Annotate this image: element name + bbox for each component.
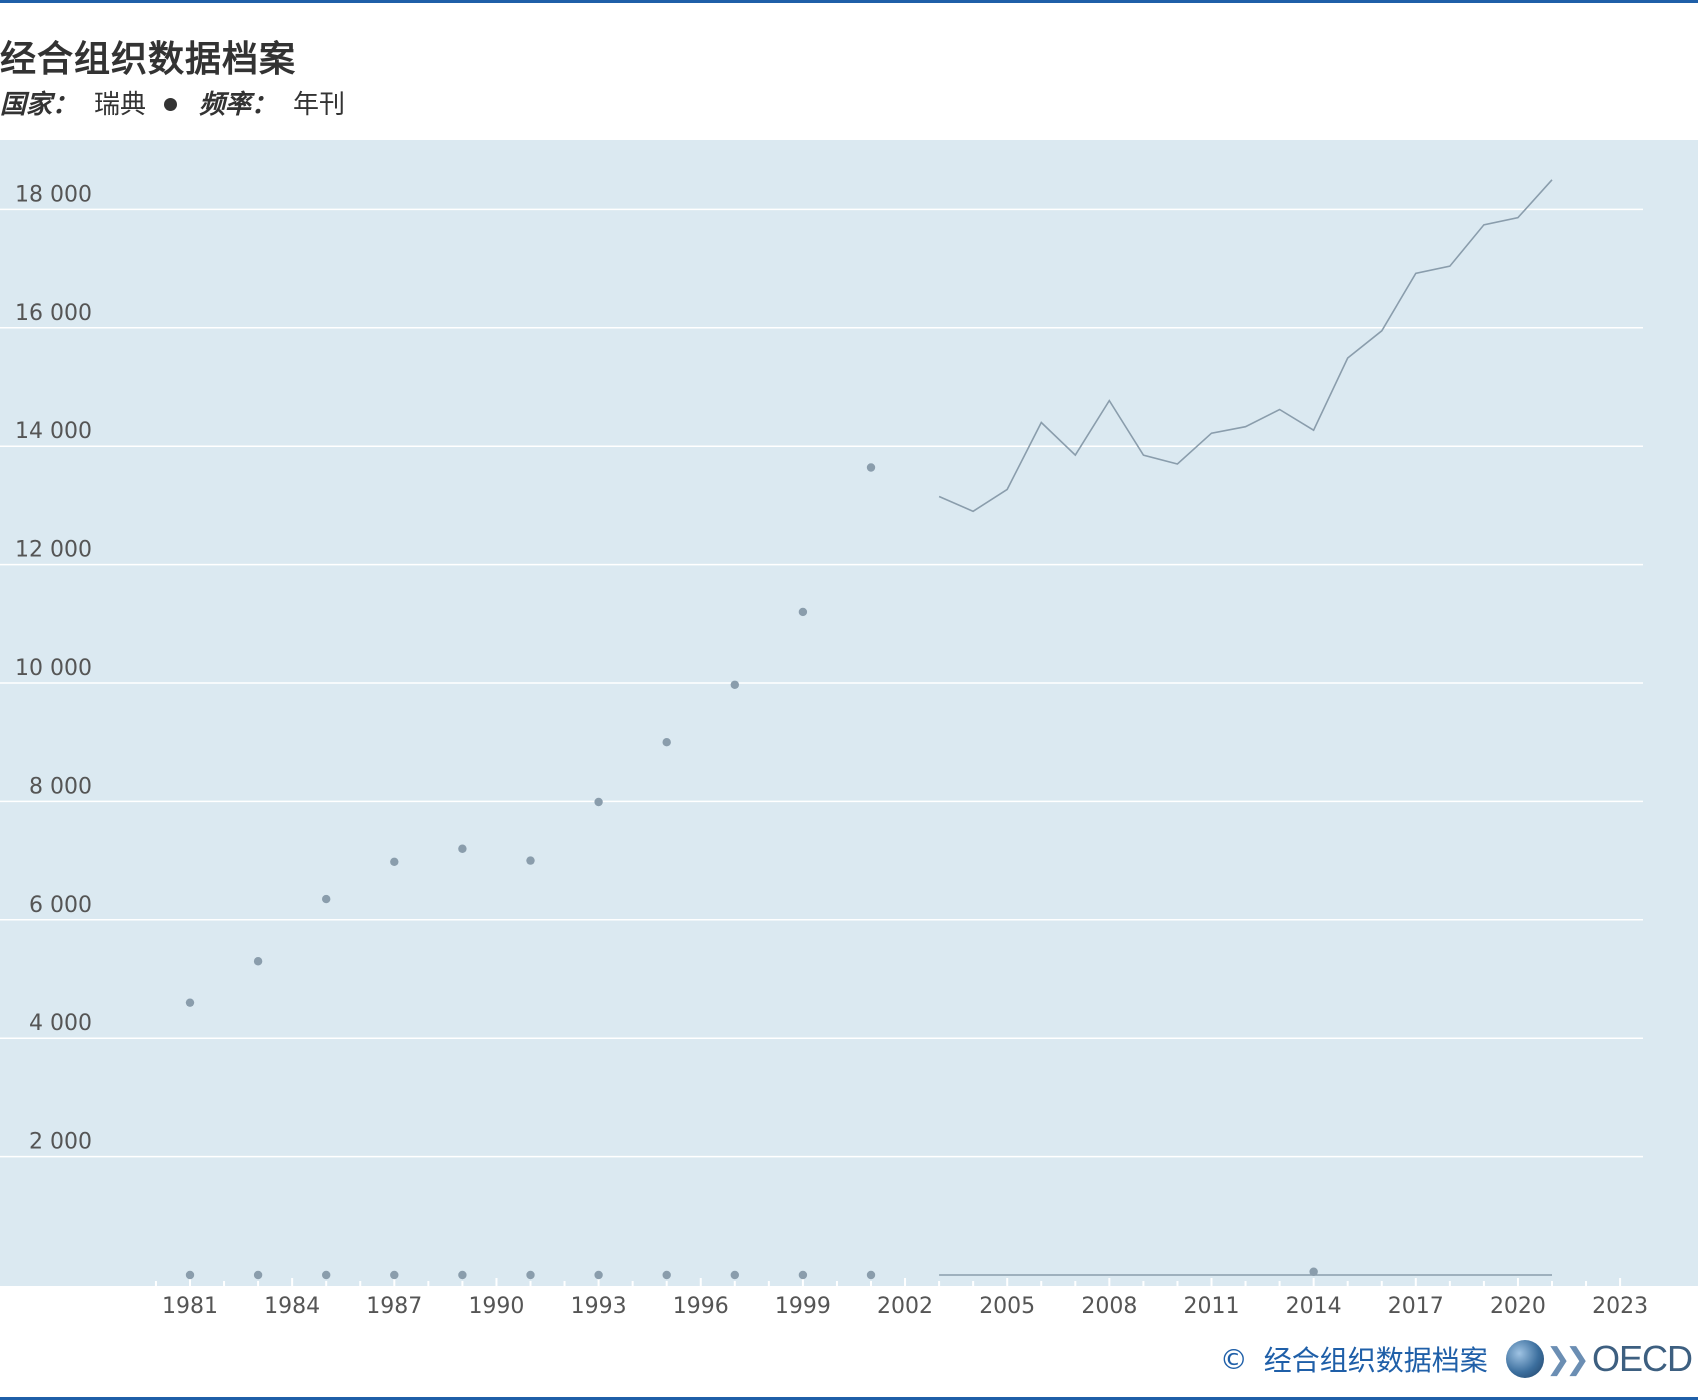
page-title: 经合组织数据档案 bbox=[0, 38, 297, 80]
y-tick-label: 16 000 bbox=[15, 301, 92, 326]
x-tick-label: 1996 bbox=[673, 1294, 729, 1319]
data-point bbox=[662, 1270, 671, 1280]
data-point bbox=[662, 738, 671, 747]
footer: © 经合组织数据档案 ❯❯ OECD bbox=[1219, 1336, 1693, 1382]
data-point bbox=[730, 680, 739, 689]
y-tick-label: 2 000 bbox=[29, 1130, 92, 1155]
series-line bbox=[938, 179, 1553, 513]
data-point bbox=[390, 857, 399, 866]
x-tick-label: 2002 bbox=[877, 1294, 933, 1319]
data-point bbox=[798, 1270, 808, 1280]
x-tick-label: 1987 bbox=[366, 1294, 422, 1319]
data-point bbox=[730, 1270, 739, 1280]
data-point bbox=[594, 797, 603, 807]
oecd-logo: OECD bbox=[1591, 1338, 1693, 1379]
plot-background bbox=[0, 140, 1698, 1287]
data-point bbox=[798, 607, 808, 617]
frequency-label: 频率： bbox=[199, 90, 278, 120]
data-point bbox=[458, 1270, 467, 1280]
x-tick-label: 1984 bbox=[264, 1294, 320, 1319]
country-value: 瑞典 bbox=[94, 90, 147, 120]
y-tick-label: 12 000 bbox=[15, 538, 92, 563]
oecd-chevrons-icon: ❯❯ bbox=[1545, 1341, 1590, 1377]
y-tick-label: 10 000 bbox=[15, 656, 92, 681]
top-rule bbox=[0, 0, 1698, 3]
y-tick-label: 8 000 bbox=[29, 774, 92, 799]
country-label: 国家： bbox=[0, 90, 79, 120]
chart-meta: 国家： 瑞典 频率： 年刊 bbox=[0, 84, 345, 121]
x-tick-label: 1993 bbox=[571, 1294, 627, 1319]
y-tick-label: 18 000 bbox=[15, 182, 92, 207]
source-link[interactable]: 经合组织数据档案 bbox=[1263, 1344, 1488, 1377]
data-point bbox=[253, 957, 263, 966]
x-tick-label: 2008 bbox=[1081, 1294, 1137, 1319]
frequency-value: 年刊 bbox=[293, 90, 346, 120]
x-tick-label: 1999 bbox=[775, 1294, 831, 1319]
x-tick-label: 2011 bbox=[1184, 1294, 1240, 1319]
copyright-icon: © bbox=[1219, 1342, 1248, 1376]
data-point bbox=[526, 1270, 535, 1280]
data-point bbox=[866, 463, 876, 472]
x-tick-label: 2017 bbox=[1388, 1294, 1444, 1319]
data-point bbox=[594, 1270, 603, 1280]
data-point bbox=[322, 1270, 331, 1280]
oecd-globe-icon bbox=[1505, 1340, 1544, 1378]
bottom-rule bbox=[0, 1397, 1698, 1400]
data-point bbox=[526, 856, 535, 865]
x-tick-label: 1981 bbox=[162, 1294, 218, 1319]
x-tick-label: 2023 bbox=[1592, 1294, 1648, 1319]
data-point bbox=[866, 1270, 876, 1280]
data-point bbox=[322, 894, 331, 904]
y-tick-label: 14 000 bbox=[15, 419, 92, 444]
y-tick-label: 4 000 bbox=[29, 1011, 92, 1036]
y-tick-label: 6 000 bbox=[29, 893, 92, 918]
separator-dot bbox=[164, 97, 178, 111]
data-point bbox=[185, 998, 195, 1007]
x-tick-label: 2005 bbox=[979, 1294, 1035, 1319]
x-tick-label: 2020 bbox=[1490, 1294, 1546, 1319]
data-point bbox=[458, 844, 467, 853]
data-point bbox=[253, 1270, 263, 1280]
data-point bbox=[185, 1270, 195, 1280]
x-tick-label: 1990 bbox=[468, 1294, 524, 1319]
data-point bbox=[390, 1270, 399, 1280]
x-tick-label: 2014 bbox=[1286, 1294, 1342, 1319]
data-point bbox=[1309, 1267, 1318, 1276]
